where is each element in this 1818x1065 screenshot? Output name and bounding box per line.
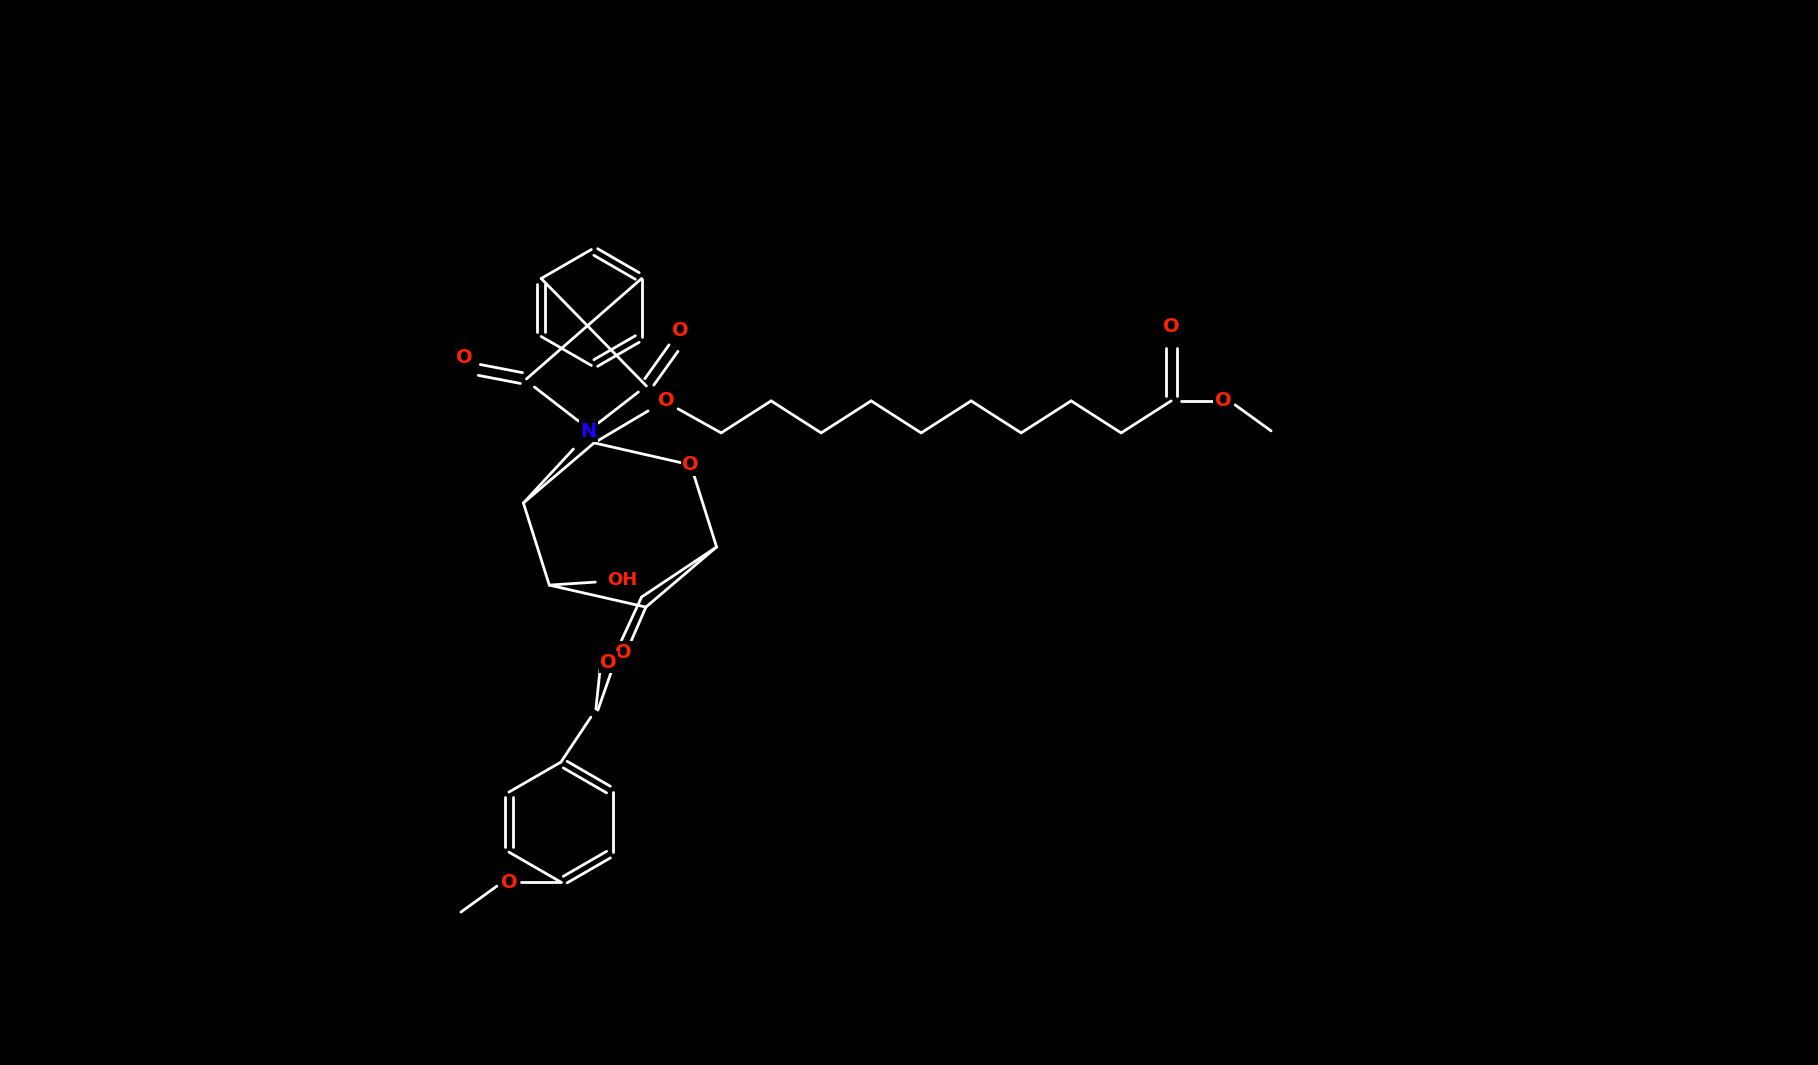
Text: O: O — [673, 321, 689, 340]
Text: O: O — [456, 347, 473, 366]
Text: O: O — [658, 392, 674, 410]
Text: O: O — [500, 872, 516, 891]
Text: O: O — [614, 642, 631, 661]
Text: O: O — [1214, 392, 1231, 410]
Text: N: N — [580, 422, 596, 441]
Text: O: O — [600, 653, 616, 672]
Text: O: O — [682, 456, 700, 474]
Text: O: O — [1164, 317, 1180, 337]
Text: OH: OH — [607, 571, 638, 589]
